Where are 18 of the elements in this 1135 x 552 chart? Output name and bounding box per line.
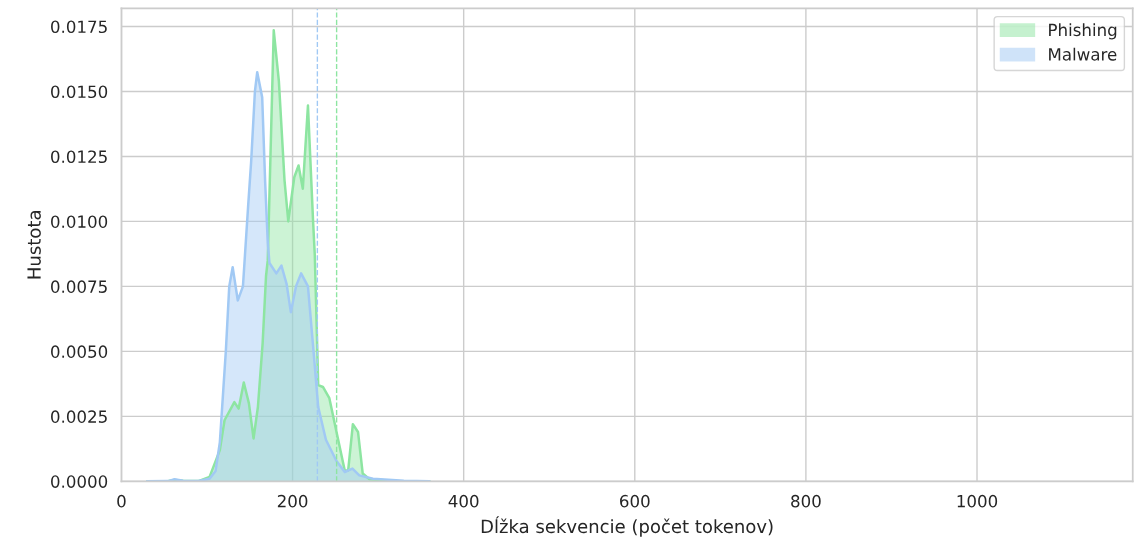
x-axis-title: Dĺžka sekvencie (počet tokenov): [481, 516, 773, 537]
y-tick-label: 0.0075: [51, 280, 107, 293]
x-tick-label: 800: [791, 494, 821, 508]
y-tick-label: 0.0125: [51, 150, 107, 164]
y-axis-title: Hustota: [27, 211, 41, 279]
x-tick-label: 600: [620, 494, 650, 508]
x-tick-label: 400: [448, 494, 479, 508]
legend-label: Phishing: [1049, 23, 1117, 40]
y-tick-label: 0.0025: [51, 410, 107, 423]
y-tick-label: 0.0000: [51, 475, 108, 488]
y-tick-label: 0.0150: [51, 85, 108, 99]
x-tick-label: 1000: [957, 494, 998, 508]
legend-label: Malware: [1049, 47, 1117, 61]
x-tick-label: 0: [117, 494, 126, 508]
y-tick-label: 0.0050: [51, 345, 108, 358]
y-tick-label: 0.0100: [51, 215, 108, 228]
x-tick-label: 200: [277, 494, 308, 508]
y-tick-label: 0.0175: [51, 20, 107, 34]
